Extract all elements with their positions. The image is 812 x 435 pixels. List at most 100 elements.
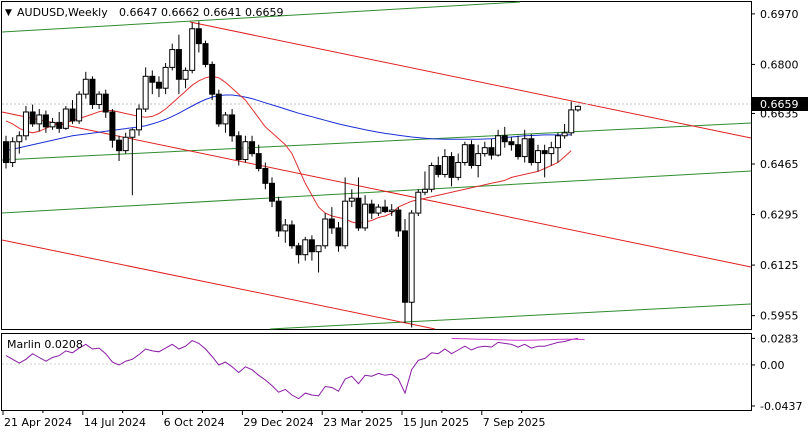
green-channel-upper-line: [1, 1, 521, 33]
candle-body: [102, 93, 109, 113]
candle-body: [275, 200, 282, 232]
candle-body: [202, 43, 209, 65]
candle-body: [288, 224, 295, 247]
candle-body: [475, 153, 482, 166]
indicator-tick-label: 0.00: [760, 359, 785, 372]
collapse-arrow-icon[interactable]: ▼: [5, 8, 12, 18]
candle-body: [76, 93, 83, 122]
candle-body: [455, 162, 462, 178]
date-tick-label: 21 Apr 2024: [4, 416, 72, 429]
candle-body: [574, 105, 581, 111]
current-price-tag: [752, 97, 808, 111]
candle-body: [69, 108, 76, 122]
price-tick-label: 0.6295: [760, 209, 799, 222]
candle-body: [382, 206, 389, 213]
candle-body: [295, 245, 302, 256]
green-channel-middle-line: [1, 122, 752, 161]
price-tick-label: 0.6970: [760, 8, 799, 21]
green-channel-lower-line: [1, 170, 752, 214]
candle-body: [262, 167, 269, 184]
candle-body: [182, 69, 189, 80]
price-tick-label: 0.6125: [760, 259, 799, 272]
candle-body: [481, 147, 488, 155]
candle-body: [16, 135, 23, 143]
red-channel-upper-line: [189, 21, 752, 139]
symbol-label: AUDUSD,Weekly: [17, 6, 108, 19]
candle-body: [169, 49, 176, 68]
candle-body: [235, 135, 242, 161]
candle-body: [302, 239, 309, 256]
green-channel-bottom-line: [269, 303, 752, 330]
date-tick-label: 7 Sep 2025: [483, 416, 546, 429]
candle-body: [209, 63, 216, 95]
candle-body: [269, 182, 275, 202]
marlin-indicator-line: [5, 337, 578, 400]
candle-body: [129, 129, 136, 138]
red-channel-lower-line: [1, 239, 436, 330]
candle-body: [215, 93, 222, 125]
candle-body: [9, 141, 16, 164]
green-channel-lines: [1, 1, 752, 330]
candle-body: [335, 227, 342, 247]
candle-body: [149, 75, 156, 83]
candle-body: [368, 203, 375, 214]
slow-moving-average-line: [5, 94, 572, 152]
candle-body: [435, 165, 442, 175]
candle-body: [528, 138, 535, 164]
candle-body: [56, 121, 63, 129]
indicator-axis: 0.0283 0.00 -0.0437: [751, 332, 802, 413]
candle-body: [395, 209, 402, 232]
indicator-label: Marlin 0.0208: [7, 338, 83, 351]
indicator-panel[interactable]: [1, 333, 752, 411]
candle-body: [142, 75, 149, 110]
candle-body: [29, 111, 36, 125]
candle-body: [508, 141, 515, 146]
price-tick-label: 0.6465: [760, 158, 799, 171]
candle-body: [62, 108, 69, 129]
candle-body: [362, 203, 369, 229]
candle-body: [568, 109, 575, 134]
candle-body: [42, 114, 49, 128]
candle-body: [82, 78, 89, 95]
candle-body: [402, 230, 408, 303]
candle-body: [548, 147, 555, 155]
candle-body: [116, 139, 123, 152]
fast-moving-average-line: [5, 75, 572, 225]
date-axis: 21 Apr 2024 14 Jul 2024 6 Oct 2024 29 Dec 2…: [2, 410, 546, 429]
candle-body: [348, 197, 355, 202]
date-tick-label: 14 Jul 2024: [84, 416, 146, 429]
date-tick-label: 6 Oct 2024: [164, 416, 225, 429]
candle-body: [49, 121, 56, 128]
date-tick-label: 15 Jun 2025: [403, 416, 469, 429]
price-panel[interactable]: [1, 1, 752, 330]
current-price-label: 0.6659: [760, 98, 799, 111]
candle-body: [342, 200, 349, 247]
candle-body: [521, 138, 528, 158]
candle-body: [89, 78, 96, 106]
candle-body: [242, 141, 249, 161]
candle-body: [488, 147, 495, 156]
candle-body: [249, 141, 256, 155]
candle-body: [222, 114, 229, 125]
ohlc-label: 0.6647 0.6662 0.6641 0.6659: [119, 6, 283, 19]
candle-body: [96, 93, 103, 106]
candle-body: [355, 197, 362, 229]
candle-body: [195, 28, 202, 45]
candle-body: [109, 111, 116, 141]
candle-body: [282, 224, 289, 232]
candle-body: [315, 245, 322, 253]
candle-body: [428, 165, 435, 190]
candle-body: [375, 206, 382, 214]
marlin-signal-line: [451, 337, 585, 341]
candle-body: [322, 218, 329, 247]
candle-body: [501, 135, 508, 143]
candle-body: [255, 153, 262, 169]
candle-body: [328, 218, 335, 229]
candle-body: [122, 136, 129, 152]
candle-body: [308, 239, 315, 253]
date-tick-label: 29 Dec 2024: [243, 416, 313, 429]
candle-body: [495, 135, 502, 156]
candle-body: [22, 111, 29, 137]
price-tick-label: 0.5955: [760, 310, 799, 323]
